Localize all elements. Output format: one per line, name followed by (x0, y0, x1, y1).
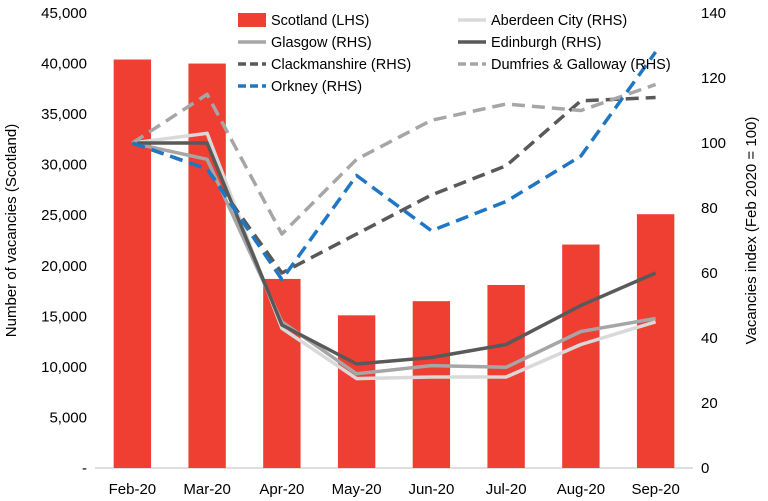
bar-series (113, 59, 675, 469)
legend-label: Clackmanshire (RHS) (271, 57, 411, 73)
y-axis-left-label: Number of vacancies (Scotland) (3, 124, 20, 337)
series-line (132, 131, 657, 381)
y-tick-left-label: 15,000 (41, 308, 87, 325)
y-tick-right-label: 40 (701, 330, 718, 347)
y-tick-right-label: 100 (701, 135, 726, 152)
y-tick-left-label: 35,000 (41, 106, 87, 123)
legend-label: Edinburgh (RHS) (491, 35, 601, 51)
y-tick-left-label: 45,000 (41, 5, 87, 22)
y-tick-right-label: 0 (701, 460, 709, 477)
x-tick-label: Apr-20 (259, 481, 304, 498)
y-axis-right-ticks: 0 20 40 60 80 100 120 140 (701, 5, 726, 477)
y-tick-left-label: - (82, 460, 87, 477)
y-tick-left-label: 25,000 (41, 207, 87, 224)
legend-label: Scotland (LHS) (271, 13, 369, 29)
legend-label: Glasgow (RHS) (271, 35, 372, 51)
y-tick-left-label: 5,000 (49, 409, 87, 426)
legend-label: Aberdeen City (RHS) (491, 13, 627, 29)
x-tick-label: May-20 (332, 481, 382, 498)
legend-swatch (238, 13, 266, 27)
y-axis-right-label: Vacancies index (Feb 2020 = 100) (743, 117, 760, 345)
x-tick-label: Mar-20 (183, 481, 231, 498)
legend: Scotland (LHS) Aberdeen City (RHS) Glasgow… (238, 13, 671, 95)
x-tick-label: Feb-20 (109, 481, 157, 498)
series-line (131, 50, 658, 282)
bar (188, 63, 226, 469)
x-tick-label: Aug-20 (557, 481, 605, 498)
x-tick-label: Jul-20 (486, 481, 527, 498)
y-axis-left-ticks: - 5,000 10,000 15,000 20,000 25,000 30,000 35,0… (41, 5, 87, 477)
bar (337, 315, 376, 468)
bar (412, 301, 451, 468)
y-tick-right-label: 140 (701, 5, 726, 22)
y-tick-right-label: 20 (701, 395, 718, 412)
x-axis-ticks: Feb-20 Mar-20 Apr-20 May-20 Jun-20 Jul-20 Aug-… (109, 481, 680, 498)
y-tick-left-label: 40,000 (41, 56, 87, 73)
y-tick-right-label: 60 (701, 265, 718, 282)
y-tick-left-label: 10,000 (41, 359, 87, 376)
legend-label: Dumfries & Galloway (RHS) (491, 57, 671, 73)
bar (562, 244, 600, 468)
x-tick-label: Jun-20 (408, 481, 454, 498)
y-tick-right-label: 80 (701, 200, 718, 217)
bar (636, 214, 675, 468)
bar (113, 59, 152, 469)
y-tick-left-label: 30,000 (41, 157, 87, 174)
y-tick-right-label: 120 (701, 70, 726, 87)
series-line (132, 141, 657, 366)
legend-label: Orkney (RHS) (271, 79, 362, 95)
y-tick-left-label: 20,000 (41, 258, 87, 275)
line-series (131, 50, 658, 381)
x-tick-label: Sep-20 (631, 481, 679, 498)
bar (263, 278, 301, 468)
